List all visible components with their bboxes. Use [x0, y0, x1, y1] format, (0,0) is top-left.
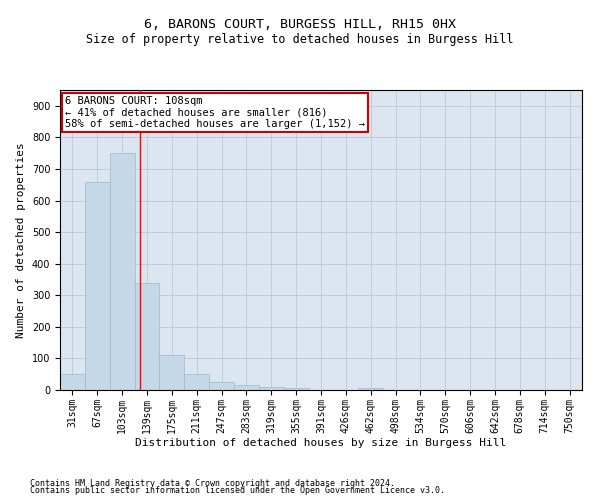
- Bar: [184, 374, 209, 390]
- Text: 6 BARONS COURT: 108sqm
← 41% of detached houses are smaller (816)
58% of semi-de: 6 BARONS COURT: 108sqm ← 41% of detached…: [65, 96, 365, 129]
- Bar: [358, 388, 383, 390]
- Text: Contains HM Land Registry data © Crown copyright and database right 2024.: Contains HM Land Registry data © Crown c…: [30, 478, 395, 488]
- Text: 6, BARONS COURT, BURGESS HILL, RH15 0HX: 6, BARONS COURT, BURGESS HILL, RH15 0HX: [144, 18, 456, 30]
- X-axis label: Distribution of detached houses by size in Burgess Hill: Distribution of detached houses by size …: [136, 438, 506, 448]
- Text: Contains public sector information licensed under the Open Government Licence v3: Contains public sector information licen…: [30, 486, 445, 495]
- Text: Size of property relative to detached houses in Burgess Hill: Size of property relative to detached ho…: [86, 32, 514, 46]
- Bar: [110, 153, 134, 390]
- Bar: [60, 374, 85, 390]
- Bar: [160, 356, 184, 390]
- Bar: [85, 182, 110, 390]
- Bar: [259, 387, 284, 390]
- Bar: [209, 382, 234, 390]
- Bar: [134, 282, 160, 390]
- Y-axis label: Number of detached properties: Number of detached properties: [16, 142, 26, 338]
- Bar: [234, 386, 259, 390]
- Bar: [284, 388, 308, 390]
